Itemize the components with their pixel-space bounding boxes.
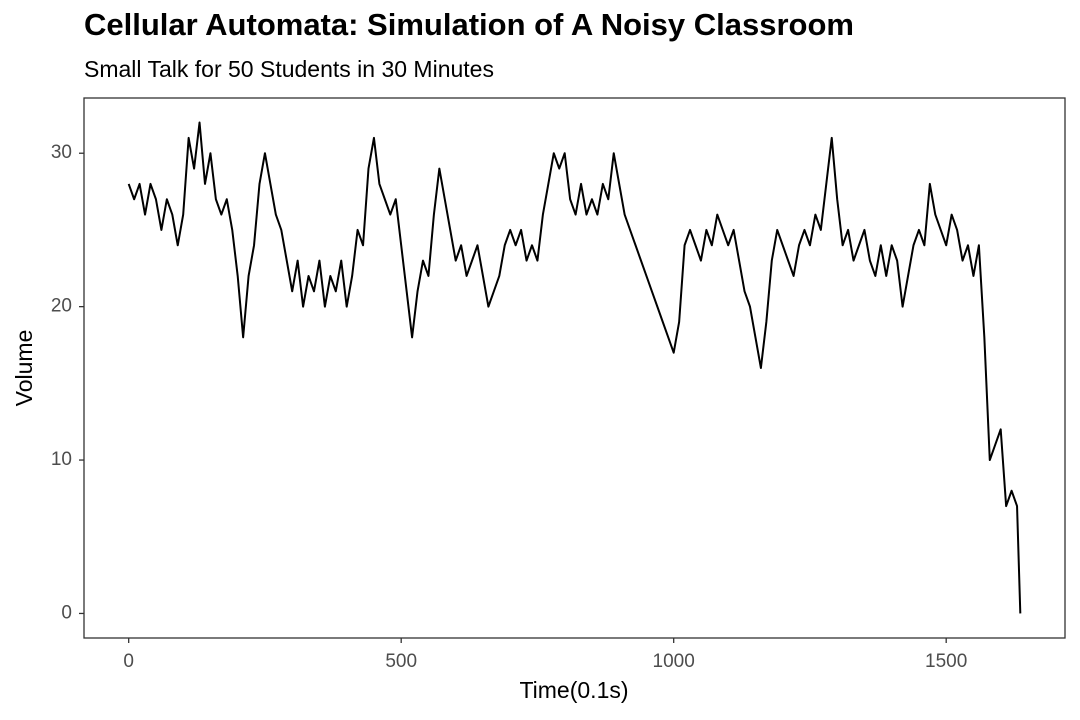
y-tick-label: 0 — [61, 602, 72, 623]
chart-title: Cellular Automata: Simulation of A Noisy… — [84, 7, 854, 42]
y-tick-label: 30 — [51, 142, 72, 163]
x-tick-label: 500 — [385, 651, 417, 672]
x-tick-label: 1000 — [653, 651, 695, 672]
panel-border — [83, 97, 1066, 639]
y-axis-title: Volume — [11, 330, 37, 407]
x-axis-title: Time(0.1s) — [519, 677, 628, 703]
x-tick-label: 1500 — [925, 651, 967, 672]
series-line — [127, 121, 1022, 614]
y-tick-label: 10 — [51, 449, 72, 470]
y-tick-label: 20 — [51, 296, 72, 317]
chart-subtitle: Small Talk for 50 Students in 30 Minutes — [84, 56, 494, 82]
x-tick-label: 0 — [123, 651, 134, 672]
